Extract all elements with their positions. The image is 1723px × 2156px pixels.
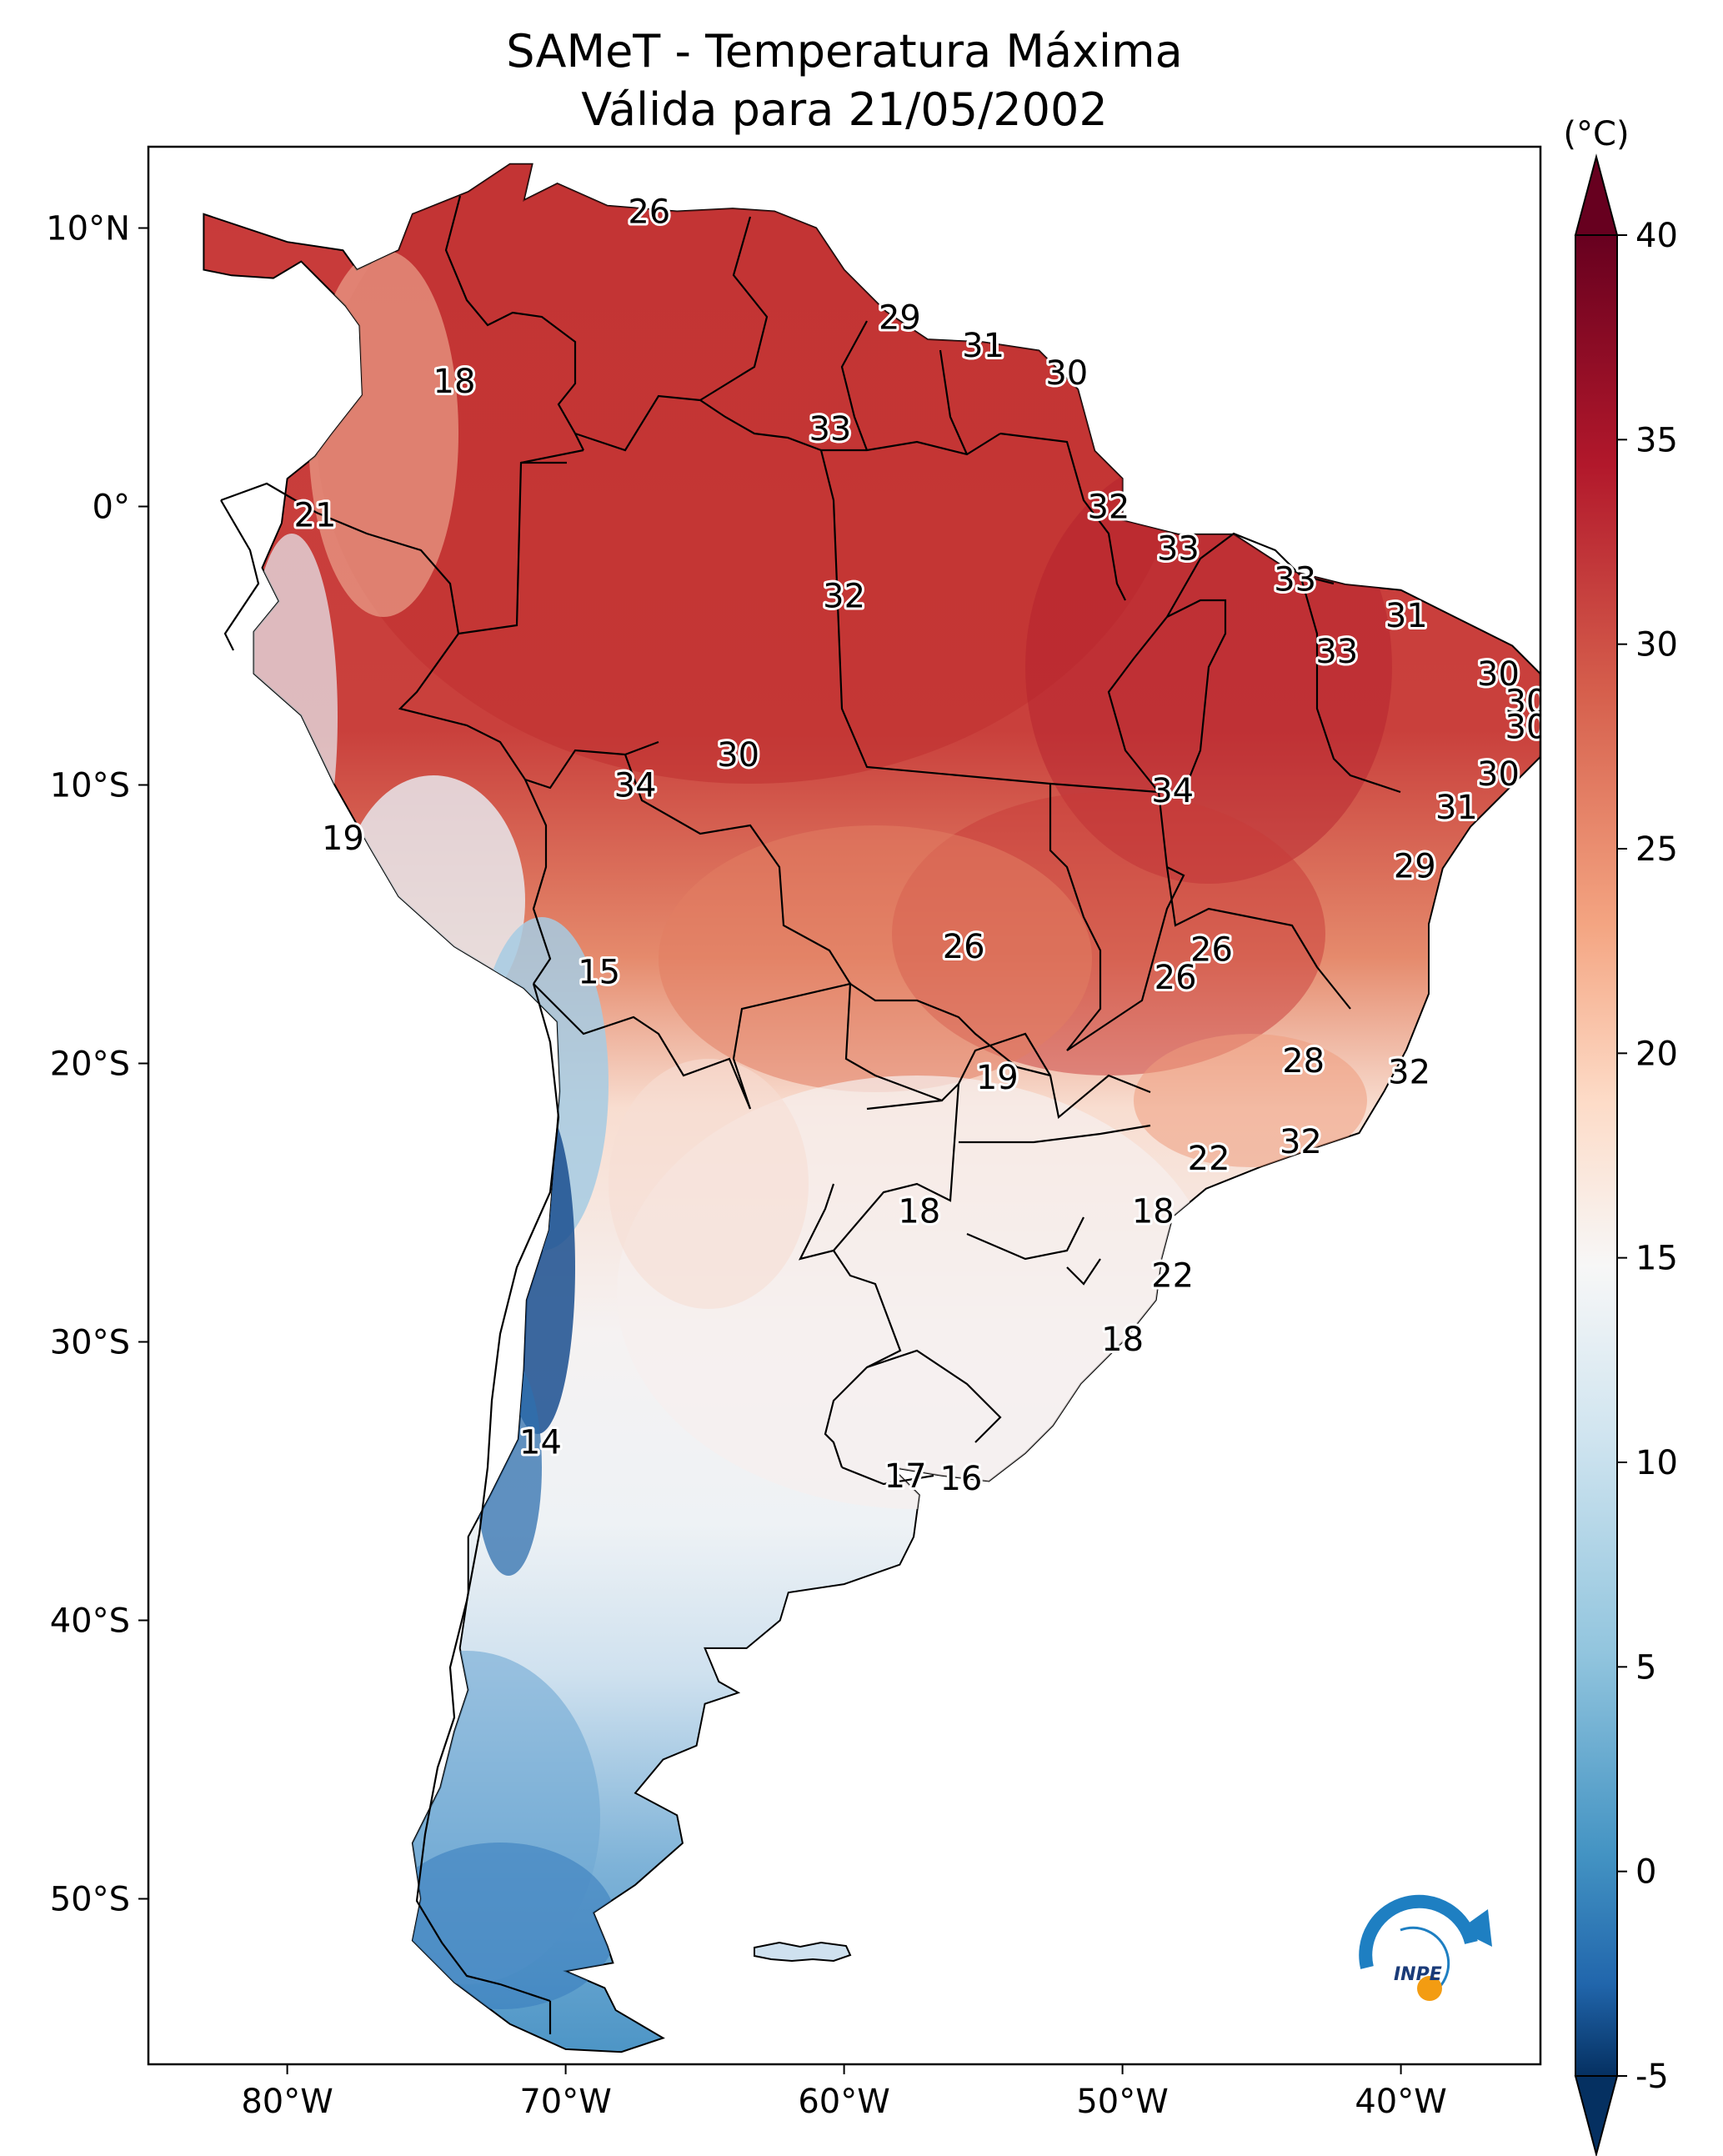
y-tick-label: 10°S [50,767,130,805]
map-title-line2: Válida para 21/05/2002 [581,83,1107,136]
x-axis: 80°W 70°W 60°W 50°W 40°W [241,2064,1447,2121]
temperature-value-label: 33 [1157,530,1200,569]
temperature-value-label: 15 [578,953,620,991]
temperature-value-label: 31 [1435,789,1478,827]
map-title-line1: SAMeT - Temperatura Máxima [506,25,1182,78]
temperature-value-label: 17 [884,1457,927,1496]
temperature-value-label: 31 [1385,597,1428,635]
temperature-value-label: 31 [962,327,1004,365]
y-tick-label: 20°S [50,1045,130,1084]
colorbar-tick-label: 35 [1635,421,1678,459]
temperature-value-label: 32 [1087,489,1129,527]
temperature-value-label: 26 [1190,931,1233,970]
temperature-value-label: 33 [809,410,851,449]
country-borders [220,195,1401,2034]
temperature-value-label: 28 [1282,1042,1325,1081]
colorbar-tick-label: 25 [1635,830,1678,869]
temperature-value-label: 26 [628,193,670,232]
temperature-value-label: 22 [1151,1256,1194,1295]
temperature-value-label: 14 [519,1424,562,1462]
colorbar-gradient [1575,234,1618,2077]
temperature-value-label: 33 [1274,560,1316,599]
temperature-value-label: 16 [939,1460,982,1498]
y-tick-label: 30°S [50,1324,130,1362]
colorbar-tick-label: 30 [1635,626,1678,664]
temperature-value-label: 21 [294,497,337,535]
colorbar-extend-top [1574,153,1619,236]
temperature-value-label: 34 [614,767,657,805]
temperature-value-label: 30 [717,736,759,775]
temperature-value-label: 30 [1505,708,1547,746]
temperature-value-label: 29 [879,298,921,337]
temperature-value-label: 18 [1132,1193,1175,1231]
y-tick-label: 10°N [46,210,130,248]
y-tick-label: 40°S [50,1602,130,1641]
temperature-value-label: 30 [1477,655,1520,694]
temperature-value-label: 19 [322,820,364,858]
colorbar-tick-label: 20 [1635,1035,1678,1073]
temperature-value-label: 18 [1101,1321,1144,1359]
temperature-value-label: 34 [1151,772,1194,810]
x-tick-label: 80°W [241,2083,333,2121]
inpe-logo: INPE [1359,1894,1492,2001]
temperature-value-label: 26 [1155,959,1197,997]
x-tick-label: 70°W [519,2083,611,2121]
colorbar-tick-label: 15 [1635,1240,1678,1278]
colorbar-extend-bottom [1574,2075,1619,2156]
x-tick-label: 60°W [798,2083,889,2121]
y-axis: 10°N 0° 10°S 20°S 30°S 40°S 50°S [46,210,148,1919]
temperature-value-label: 26 [943,928,985,966]
colorbar-tick-label: 40 [1635,217,1678,255]
colorbar-tick-label: 0 [1635,1853,1656,1892]
temperature-value-label: 30 [1477,755,1520,794]
temperature-value-label: 30 [1505,683,1547,721]
temperature-value-label: 32 [1388,1054,1430,1092]
y-tick-label: 0° [93,489,130,527]
colorbar-tick-label: -5 [1635,2058,1669,2096]
temperature-value-label: 22 [1188,1140,1230,1178]
temperature-value-label: 32 [1280,1123,1322,1161]
x-tick-label: 40°W [1355,2083,1446,2121]
inpe-logo-dot [1417,1976,1442,2001]
colorbar-tick-label: 10 [1635,1444,1678,1482]
colorbar-ticks: 40 35 30 25 20 15 10 5 0 -5 [1617,217,1678,2096]
falkland-islands [754,1941,852,1963]
colorbar-tick-label: 5 [1635,1648,1656,1687]
inpe-logo-text: INPE [1394,1964,1442,1985]
temperature-value-label: 18 [433,363,476,401]
y-tick-label: 50°S [50,1881,130,1919]
temperature-value-label: 30 [1045,354,1088,393]
temperature-value-label: 32 [823,577,865,615]
temperature-value-label: 29 [1394,847,1436,885]
colorbar-unit-label: (°C) [1563,115,1629,153]
temperature-value-label: 18 [898,1193,940,1231]
colorbar: (°C) 40 35 30 25 20 15 10 5 0 -5 [1563,115,1678,2156]
temperature-value-label: 19 [976,1059,1019,1097]
x-tick-label: 50°W [1076,2083,1168,2121]
temperature-value-label: 33 [1315,633,1358,671]
